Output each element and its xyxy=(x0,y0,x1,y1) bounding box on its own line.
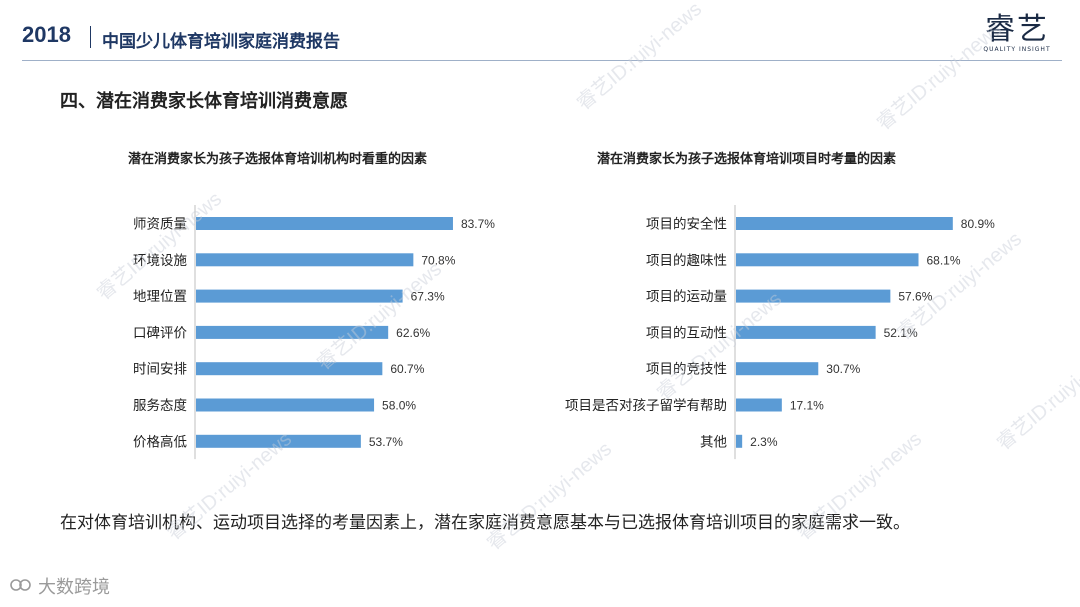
brand-icon xyxy=(10,579,31,591)
bar xyxy=(736,217,953,230)
category-label: 项目的竞技性 xyxy=(646,361,727,378)
bar xyxy=(196,253,414,267)
category-label: 价格高低 xyxy=(133,433,187,450)
value-label: 70.8% xyxy=(421,253,455,267)
bar xyxy=(736,434,743,448)
logo-subtext: QUALITY INSIGHT xyxy=(983,46,1051,53)
bar xyxy=(196,325,389,339)
category-label: 项目的趣味性 xyxy=(646,253,727,269)
logo-text: 睿艺 xyxy=(985,12,1049,47)
value-label: 30.7% xyxy=(826,362,860,376)
category-label: 项目的运动量 xyxy=(646,289,727,305)
bar xyxy=(736,253,919,267)
brand-logo: 睿艺 QUALITY INSIGHT xyxy=(968,4,1066,56)
value-label: 57.6% xyxy=(898,290,932,304)
value-label: 80.9% xyxy=(961,217,995,231)
category-label: 项目的安全性 xyxy=(646,216,727,233)
right-bar-chart: 项目的安全性 80.9% 项目的趣味性 68.1% 项目的运动量 57.6% 项目的互动性 5… xyxy=(565,205,995,460)
header: 2018 中国少儿体育培训家庭消费报告 睿艺 QUALITY INSIGHT xyxy=(0,0,1080,62)
bar xyxy=(196,398,375,412)
section-title: 四、潜在消费家长体育培训消费意愿 xyxy=(60,91,348,112)
left-chart-title: 潜在消费家长为孩子选报体育培训机构时看重的因素 xyxy=(128,152,428,167)
category-label: 时间安排 xyxy=(133,362,187,378)
bar xyxy=(736,362,819,376)
bar xyxy=(736,289,891,303)
right-chart-title: 潜在消费家长为孩子选报体育培训项目时考量的因素 xyxy=(597,152,897,167)
footer-brand-text: 大数跨境 xyxy=(38,577,110,598)
category-label: 服务态度 xyxy=(133,398,187,414)
value-label: 58.0% xyxy=(382,399,416,413)
value-label: 67.3% xyxy=(411,290,445,304)
bar xyxy=(736,398,782,412)
report-year: 2018 xyxy=(22,22,71,47)
category-label: 项目的互动性 xyxy=(646,325,727,341)
bar xyxy=(196,434,361,448)
conclusion-text: 在对体育培训机构、运动项目选择的考量因素上，潜在家庭消费意愿基本与已选报体育培训… xyxy=(60,513,910,533)
category-label: 项目是否对孩子留学有帮助 xyxy=(565,398,727,414)
value-label: 68.1% xyxy=(927,253,961,267)
category-label: 环境设施 xyxy=(133,253,187,269)
category-label: 口碑评价 xyxy=(133,325,187,341)
bar xyxy=(196,362,383,376)
header-separator xyxy=(90,26,91,48)
value-label: 52.1% xyxy=(884,326,918,340)
value-label: 60.7% xyxy=(390,362,424,376)
value-label: 17.1% xyxy=(790,399,824,413)
report-title: 中国少儿体育培训家庭消费报告 xyxy=(102,32,340,52)
left-bar-chart: 师资质量 83.7% 环境设施 70.8% 地理位置 67.3% 口碑评价 62.6% 时间安排… xyxy=(133,205,495,460)
bar xyxy=(736,325,876,339)
value-label: 62.6% xyxy=(396,326,430,340)
category-label: 地理位置 xyxy=(133,289,187,305)
header-divider xyxy=(22,60,1062,61)
bar xyxy=(196,217,453,230)
bar xyxy=(196,289,403,303)
value-label: 83.7% xyxy=(461,217,495,231)
category-label: 其他 xyxy=(700,434,727,450)
value-label: 2.3% xyxy=(750,435,778,449)
value-label: 53.7% xyxy=(369,435,403,449)
category-label: 师资质量 xyxy=(133,217,187,233)
